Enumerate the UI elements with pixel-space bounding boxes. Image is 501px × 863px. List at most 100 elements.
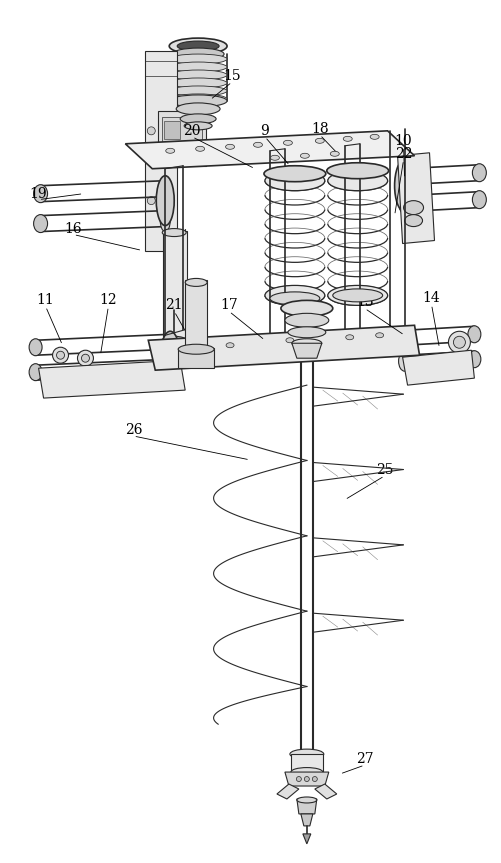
Ellipse shape	[304, 777, 309, 782]
Ellipse shape	[177, 41, 218, 51]
Ellipse shape	[225, 343, 233, 348]
Ellipse shape	[195, 147, 204, 151]
Ellipse shape	[398, 192, 410, 214]
Text: 13: 13	[355, 295, 373, 309]
Ellipse shape	[286, 337, 293, 343]
Ellipse shape	[53, 347, 68, 363]
Ellipse shape	[172, 48, 223, 60]
Ellipse shape	[169, 54, 226, 64]
Bar	[185, 280, 207, 350]
Ellipse shape	[403, 200, 423, 215]
Ellipse shape	[296, 797, 316, 803]
Text: 11: 11	[37, 293, 54, 307]
Polygon shape	[148, 325, 419, 370]
Text: 10: 10	[394, 134, 411, 148]
Ellipse shape	[253, 142, 262, 148]
Ellipse shape	[185, 279, 207, 287]
Bar	[290, 754, 322, 772]
Ellipse shape	[169, 70, 226, 80]
Ellipse shape	[312, 777, 317, 782]
Ellipse shape	[160, 180, 170, 202]
Polygon shape	[285, 772, 328, 786]
Ellipse shape	[34, 215, 48, 232]
Polygon shape	[397, 153, 434, 243]
Ellipse shape	[281, 300, 332, 317]
Text: 25: 25	[375, 463, 393, 477]
Ellipse shape	[283, 141, 292, 145]
Ellipse shape	[147, 127, 155, 135]
Ellipse shape	[471, 191, 485, 209]
Text: 19: 19	[30, 186, 47, 201]
Text: 27: 27	[355, 752, 373, 766]
Bar	[178, 349, 213, 369]
Ellipse shape	[345, 335, 353, 340]
Ellipse shape	[162, 229, 186, 236]
Text: 22: 22	[394, 147, 411, 161]
Ellipse shape	[369, 135, 378, 139]
Ellipse shape	[467, 326, 480, 343]
Ellipse shape	[398, 165, 410, 186]
Polygon shape	[296, 799, 316, 814]
Ellipse shape	[285, 313, 328, 327]
Ellipse shape	[270, 155, 279, 161]
Ellipse shape	[178, 344, 213, 354]
Ellipse shape	[375, 333, 383, 337]
Polygon shape	[291, 343, 321, 358]
Ellipse shape	[296, 777, 301, 782]
Ellipse shape	[398, 326, 410, 346]
Ellipse shape	[162, 337, 186, 344]
Ellipse shape	[264, 166, 325, 182]
Ellipse shape	[265, 171, 324, 191]
Polygon shape	[125, 131, 414, 169]
Text: 16: 16	[65, 222, 82, 236]
Text: 17: 17	[220, 299, 237, 312]
Ellipse shape	[290, 767, 322, 777]
Ellipse shape	[343, 136, 352, 142]
Polygon shape	[300, 814, 312, 826]
Ellipse shape	[398, 351, 410, 371]
Polygon shape	[39, 360, 185, 398]
Ellipse shape	[288, 327, 325, 337]
Text: 26: 26	[124, 423, 142, 437]
Ellipse shape	[184, 122, 212, 129]
Ellipse shape	[176, 103, 219, 115]
Ellipse shape	[57, 351, 65, 359]
Ellipse shape	[327, 286, 387, 306]
Ellipse shape	[147, 197, 155, 205]
Ellipse shape	[81, 354, 89, 362]
Ellipse shape	[315, 138, 324, 143]
Ellipse shape	[169, 95, 226, 107]
Ellipse shape	[29, 363, 42, 381]
Ellipse shape	[291, 339, 321, 348]
Ellipse shape	[169, 62, 226, 72]
Polygon shape	[277, 784, 298, 799]
Text: 21: 21	[165, 299, 183, 312]
Text: 9: 9	[260, 123, 269, 138]
Ellipse shape	[165, 359, 175, 379]
Ellipse shape	[404, 215, 422, 227]
Ellipse shape	[77, 350, 93, 366]
Bar	[145, 51, 177, 250]
Ellipse shape	[165, 148, 174, 154]
Bar	[164, 121, 180, 139]
Ellipse shape	[156, 176, 174, 225]
Ellipse shape	[160, 210, 170, 231]
Text: 20: 20	[183, 123, 200, 138]
Ellipse shape	[169, 86, 226, 96]
Ellipse shape	[471, 164, 485, 182]
Polygon shape	[402, 350, 473, 385]
Ellipse shape	[326, 163, 388, 179]
Ellipse shape	[300, 154, 309, 158]
Ellipse shape	[161, 331, 179, 373]
Ellipse shape	[289, 749, 323, 759]
Bar	[163, 230, 187, 340]
Ellipse shape	[34, 185, 48, 203]
Ellipse shape	[165, 334, 175, 354]
Bar	[158, 110, 206, 166]
Polygon shape	[302, 834, 310, 844]
Ellipse shape	[452, 337, 464, 349]
Bar	[162, 117, 202, 161]
Text: 18: 18	[311, 122, 328, 135]
Ellipse shape	[394, 160, 414, 211]
Ellipse shape	[332, 289, 382, 302]
